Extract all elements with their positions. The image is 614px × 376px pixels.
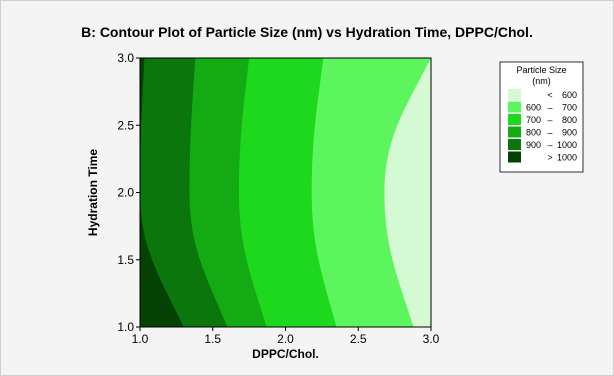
legend-lo: 700: [526, 115, 541, 125]
legend-swatch: [508, 139, 521, 150]
legend-sep: >: [547, 153, 552, 163]
legend-hi: 600: [562, 90, 577, 100]
y-tick-label: 3.0: [117, 51, 134, 65]
legend-swatch: [508, 114, 521, 125]
legend-sep: –: [547, 103, 552, 113]
legend-swatch: [508, 89, 521, 100]
legend-hi: 800: [562, 115, 577, 125]
x-tick-label: 1.0: [132, 332, 149, 346]
x-tick-label: 2.0: [277, 332, 294, 346]
legend-swatch: [508, 101, 521, 113]
y-tick-label: 1.5: [117, 253, 134, 267]
plot-area: [140, 58, 431, 327]
legend-sep: –: [547, 140, 552, 150]
legend-swatch: [508, 151, 521, 163]
legend-swatch: [508, 126, 521, 138]
legend-lo: 600: [526, 103, 541, 113]
y-tick-label: 2.5: [117, 118, 134, 132]
legend-subtitle: (nm): [532, 76, 551, 86]
x-tick-label: 3.0: [423, 332, 440, 346]
legend-title: Particle Size: [516, 65, 566, 75]
legend-sep: –: [547, 128, 552, 138]
legend-lo: 900: [526, 140, 541, 150]
y-axis-label: Hydration Time: [86, 149, 100, 236]
legend-hi: 1000: [557, 140, 577, 150]
legend-hi: 1000: [557, 153, 577, 163]
x-tick-label: 2.5: [350, 332, 367, 346]
legend: Particle Size(nm)< 600600–700700–800800–9…: [499, 61, 584, 173]
x-tick-label: 1.5: [204, 332, 221, 346]
axes: 1.0 1.5 2.0 2.5 3.0 1.0 1.5 2.0 2.5 3.0 DPPC/Chol.…: [86, 51, 440, 361]
x-axis-label: DPPC/Chol.: [252, 347, 319, 361]
legend-sep: <: [547, 90, 552, 100]
contour-band-1000: [140, 58, 184, 327]
legend-sep: –: [547, 115, 552, 125]
contour-band-900: [140, 58, 228, 327]
legend-hi: 700: [562, 103, 577, 113]
legend-lo: 800: [526, 128, 541, 138]
chart-title: B: Contour Plot of Particle Size (nm) vs…: [81, 24, 533, 40]
legend-hi: 900: [562, 128, 577, 138]
y-tick-label: 1.0: [117, 320, 134, 334]
y-tick-label: 2.0: [117, 186, 134, 200]
